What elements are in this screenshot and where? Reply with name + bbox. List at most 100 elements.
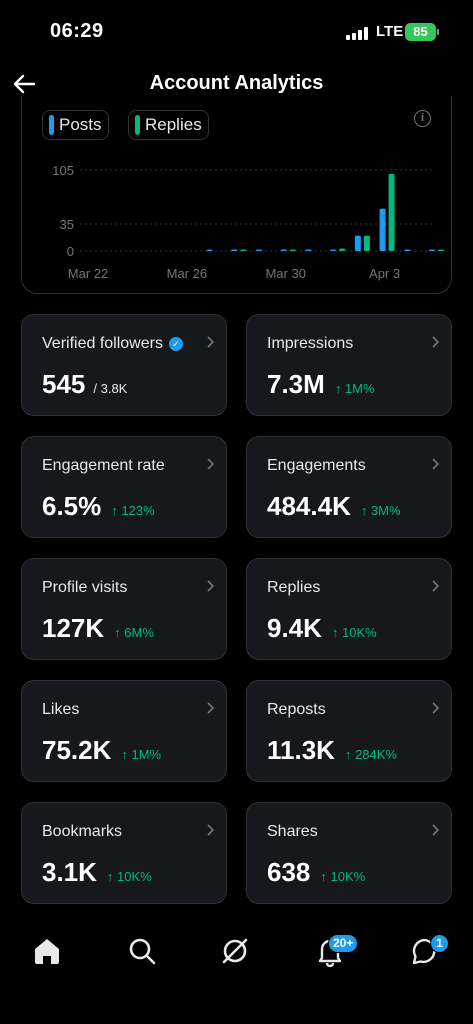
stat-card-replies[interactable]: Replies 9.4K ↑ 10K% [246,558,452,660]
chevron-right-icon [432,824,440,836]
bar-replies-14[interactable] [438,249,444,252]
x-tick-label: Mar 22 [68,266,108,281]
bar-posts-10[interactable] [330,249,337,252]
info-icon[interactable]: i [414,110,431,127]
chevron-right-icon [432,458,440,470]
messages-badge: 1 [430,934,449,953]
bar-replies-6[interactable] [240,249,247,252]
chevron-right-icon [432,336,440,348]
y-tick-label: 0 [67,244,74,259]
bar-posts-8[interactable] [280,249,287,252]
x-tick-label: Mar 30 [265,266,305,281]
status-time: 06:29 [50,20,104,42]
stat-value-text: 11.3K [267,735,335,765]
stat-value-text: 3.1K [42,857,97,887]
bar-posts-11[interactable] [354,235,361,251]
stat-change: ↑ 10K% [320,869,366,884]
stat-card-engagement-rate[interactable]: Engagement rate 6.5% ↑ 123% [21,436,227,538]
bar-replies-11[interactable] [363,235,370,251]
page-title: Account Analytics [149,72,324,94]
bar-posts-6[interactable] [231,249,238,252]
stat-value: 545 / 3.8K [42,369,127,400]
bar-replies-12[interactable] [388,173,395,251]
stat-value: 9.4K ↑ 10K% [267,613,377,644]
stat-change: ↑ 1M% [121,747,162,762]
bar-posts-12[interactable] [379,208,386,251]
stat-value: 3.1K ↑ 10K% [42,857,152,888]
stat-label: Profile visits [42,579,128,596]
battery-cap [437,29,439,35]
bar-replies-10[interactable] [339,248,346,251]
stat-change: ↑ 1M% [334,381,375,396]
stat-label: Engagements [267,457,366,474]
stat-value-text: 484.4K [267,491,351,521]
stat-label: Reposts [267,701,326,718]
bar-posts-13[interactable] [404,249,411,252]
x-tick-label: Mar 26 [167,266,207,281]
legend-replies-label: Replies [145,115,202,134]
stat-card-engagements[interactable]: Engagements 484.4K ↑ 3M% [246,436,452,538]
activity-chart: 105 35 0 Mar 22 Mar 26 Mar 30 Apr 3 [52,163,444,281]
stat-value: 75.2K ↑ 1M% [42,735,161,766]
battery-icon: 85 [405,23,436,41]
home-icon[interactable] [30,934,64,968]
stat-change: ↑ 10K% [106,869,152,884]
stat-value-text: 7.3M [267,369,325,399]
legend-posts[interactable]: Posts [42,110,109,140]
stat-value: 127K ↑ 6M% [42,613,154,644]
stat-card-shares[interactable]: Shares 638 ↑ 10K% [246,802,452,904]
chart-card: 105 35 0 Mar 22 Mar 26 Mar 30 Apr 3 Posts Repl… [21,96,452,294]
stat-value-text: 545 [42,369,86,399]
stat-value-text: 6.5% [42,491,102,521]
bar-posts-5[interactable] [206,249,213,252]
bar-replies-8[interactable] [289,249,296,251]
verified-badge-icon: ✓ [168,337,183,351]
stat-card-impressions[interactable]: Impressions 7.3M ↑ 1M% [246,314,452,416]
stat-value: 11.3K ↑ 284K% [267,735,397,766]
stat-change: ↑ 10K% [331,625,377,640]
legend-posts-swatch [49,115,54,135]
stat-card-profile-visits[interactable]: Profile visits 127K ↑ 6M% [21,558,227,660]
chevron-right-icon [432,580,440,592]
bottom-tab-bar: 20+ 1 [0,918,473,988]
network-type: LTE [376,23,404,40]
back-arrow-icon[interactable] [11,70,39,98]
legend-replies-swatch [135,115,140,135]
stat-value-text: 75.2K [42,735,112,765]
stat-card-verified-followers[interactable]: Verified followers ✓ 545 / 3.8K [21,314,227,416]
stat-label-text: Verified followers [42,335,163,352]
stat-card-bookmarks[interactable]: Bookmarks 3.1K ↑ 10K% [21,802,227,904]
notifications-badge: 20+ [328,934,359,953]
chevron-right-icon [432,702,440,714]
chevron-right-icon [207,702,215,714]
stat-card-likes[interactable]: Likes 75.2K ↑ 1M% [21,680,227,782]
stat-label: Shares [267,823,318,840]
stat-value: 7.3M ↑ 1M% [267,369,375,400]
header: Account Analytics [0,62,473,110]
chevron-right-icon [207,824,215,836]
bar-posts-9[interactable] [305,249,312,252]
chevron-right-icon [207,580,215,592]
stat-value-text: 9.4K [267,613,322,643]
stat-change: ↑ 284K% [344,747,397,762]
stat-value-text: 638 [267,857,311,887]
legend-replies[interactable]: Replies [128,110,209,140]
legend-posts-label: Posts [59,115,102,134]
stat-change: ↑ 123% [111,503,155,518]
y-tick-label: 35 [60,217,74,232]
stat-value: 484.4K ↑ 3M% [267,491,401,522]
grok-icon[interactable] [218,934,252,968]
bar-posts-7[interactable] [256,249,262,252]
stat-change: ↑ 6M% [114,625,154,640]
x-tick-label: Apr 3 [369,266,400,281]
stat-card-reposts[interactable]: Reposts 11.3K ↑ 284K% [246,680,452,782]
stat-value: 638 ↑ 10K% [267,857,365,888]
stat-value-text: 127K [42,613,105,643]
bar-posts-14[interactable] [429,249,435,252]
y-tick-label: 105 [52,163,74,178]
stat-label: Likes [42,701,80,718]
stat-value: 6.5% ↑ 123% [42,491,155,522]
stat-change: ↑ 3M% [360,503,401,518]
search-icon[interactable] [125,934,159,968]
stat-total: / 3.8K [93,381,128,396]
